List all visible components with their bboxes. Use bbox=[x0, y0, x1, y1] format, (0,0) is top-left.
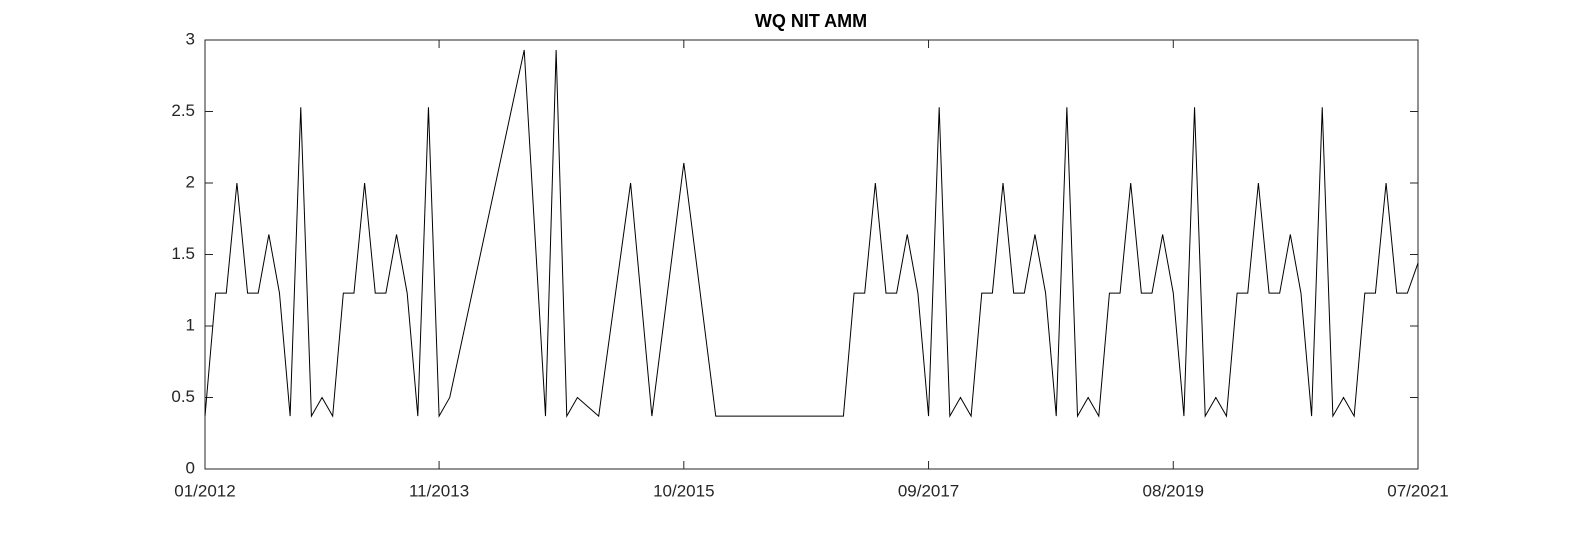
y-tick-label: 1.5 bbox=[171, 244, 195, 263]
y-tick-label: 3 bbox=[186, 29, 195, 48]
x-tick-label: 11/2013 bbox=[409, 481, 469, 500]
y-tick-label: 2.5 bbox=[171, 101, 195, 120]
x-tick-label: 01/2012 bbox=[174, 481, 235, 500]
x-tick-label: 09/2017 bbox=[898, 481, 959, 500]
y-tick-label: 0 bbox=[186, 458, 195, 477]
x-tick-label: 08/2019 bbox=[1143, 481, 1204, 500]
x-tick-label: 10/2015 bbox=[653, 481, 714, 500]
chart-title: WQ NIT AMM bbox=[755, 11, 867, 31]
y-tick-label: 1 bbox=[186, 315, 195, 334]
data-line bbox=[204, 49, 1419, 418]
y-tick-label: 0.5 bbox=[171, 387, 195, 406]
x-tick-label: 07/2021 bbox=[1387, 481, 1448, 500]
y-tick-label: 2 bbox=[186, 172, 195, 191]
